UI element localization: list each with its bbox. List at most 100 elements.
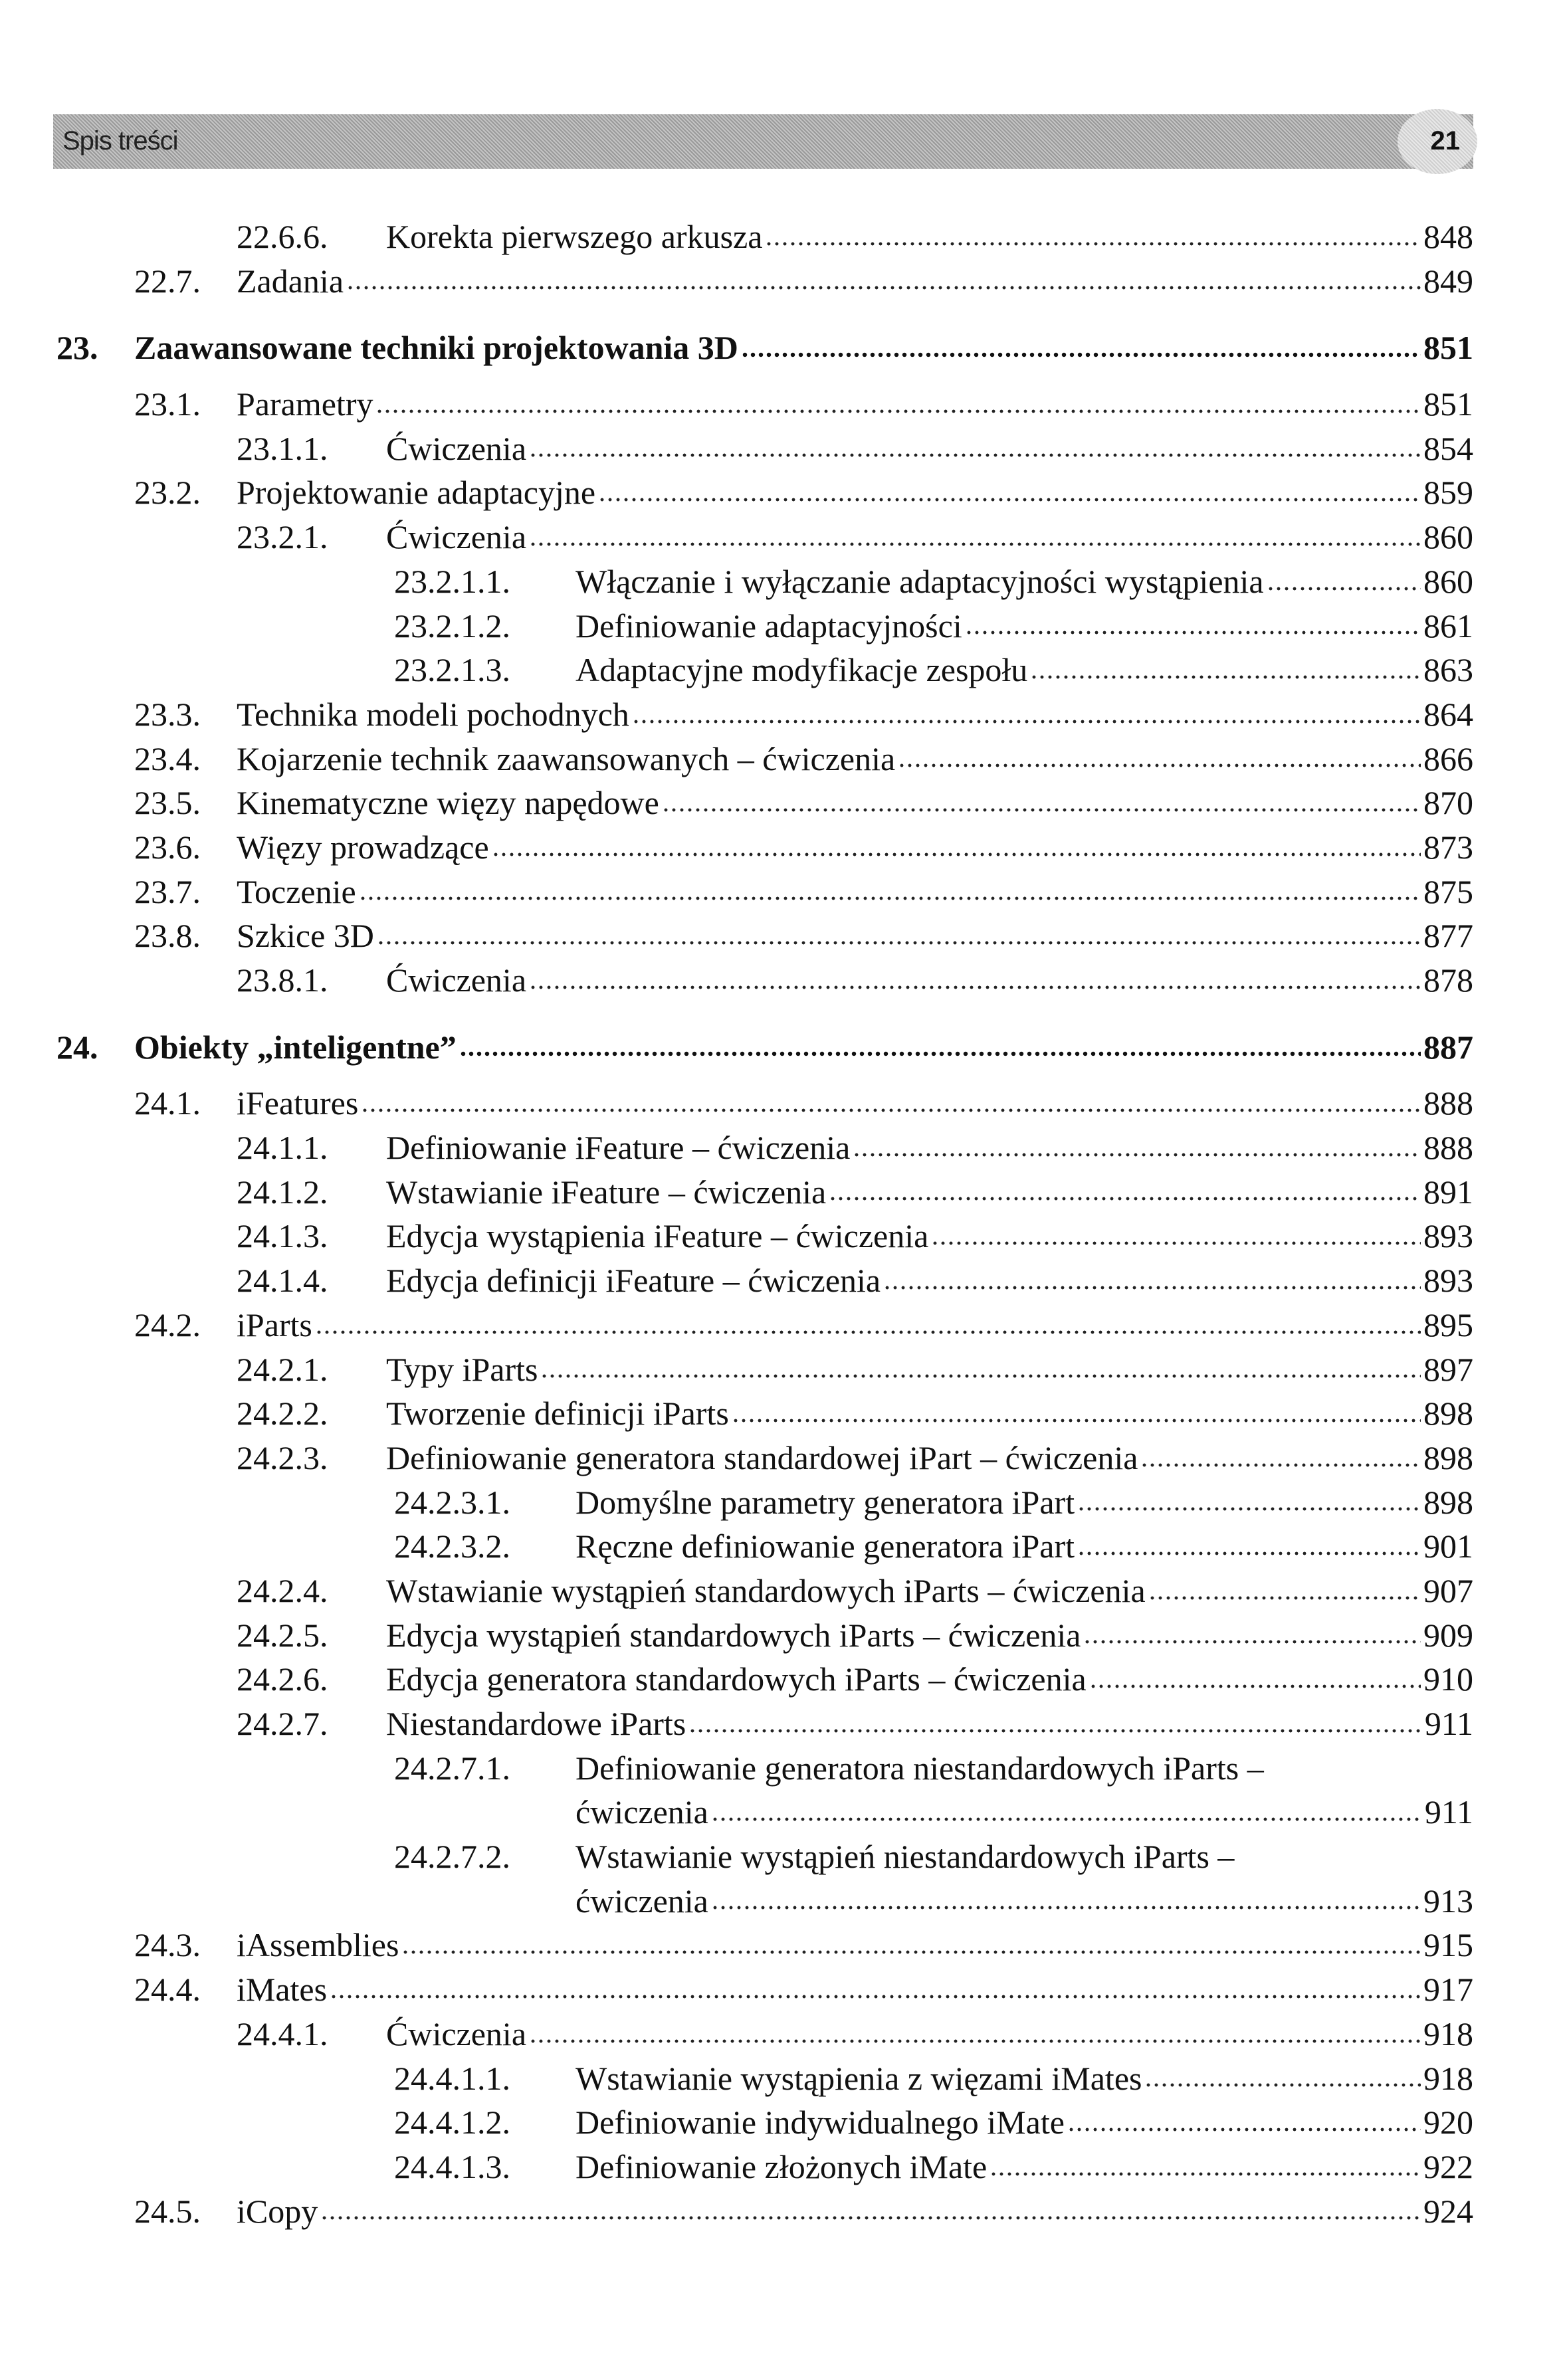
entry-title: Definiowanie iFeature – ćwiczenia <box>386 1129 851 1167</box>
entry-page: 907 <box>1423 1571 1473 1609</box>
entry-title: Wstawianie wystąpienia z więzami iMates <box>575 2059 1142 2097</box>
entry-number: 24.1.2. <box>237 1173 328 1211</box>
dot-leader <box>529 540 1421 547</box>
entry-title: iMates <box>237 1971 328 2009</box>
toc-entry: 23.8. Szkice 3D 877 <box>0 914 1563 958</box>
dot-leader <box>1077 1506 1421 1513</box>
entry-page: 917 <box>1423 1971 1473 2009</box>
entry-number: 23.2.1.1. <box>394 562 510 600</box>
entry-line: Edycja generatora standardowych iParts –… <box>386 1657 1473 1702</box>
entry-number: 24.2.3.2. <box>394 1528 510 1565</box>
entry-title: Edycja generatora standardowych iParts –… <box>386 1660 1087 1698</box>
entry-line: Szkice 3D 877 <box>237 914 1473 958</box>
entry-title: Definiowanie złożonych iMate <box>575 2147 988 2185</box>
entry-number: 24.4.1.1. <box>394 2059 510 2097</box>
entry-title: Ćwiczenia <box>386 2015 527 2052</box>
entry-page: 859 <box>1423 474 1473 512</box>
entry-number: 23.3. <box>134 695 201 733</box>
dot-leader <box>529 452 1421 459</box>
entry-title: iFeatures <box>237 1084 359 1122</box>
entry-number: 22.6.6. <box>237 218 328 255</box>
entry-line: Obiekty „inteligentne” 887 <box>134 1025 1473 1070</box>
toc-entry: 24.2.6. Edycja generatora standardowych i… <box>0 1657 1563 1702</box>
entry-title: Kinematyczne więzy napędowe <box>237 784 659 822</box>
entry-number: 24.2.7.2. <box>394 1838 510 1876</box>
dot-leader <box>540 1373 1421 1380</box>
entry-line: Definiowanie adaptacyjności 861 <box>575 604 1473 648</box>
dot-leader <box>765 240 1421 247</box>
dot-leader <box>346 284 1421 292</box>
entry-title: Zadania <box>237 262 344 300</box>
entry-page: 901 <box>1423 1528 1473 1565</box>
entry-page: 863 <box>1423 651 1473 689</box>
dot-leader <box>898 762 1421 769</box>
entry-title: Tworzenie definicji iParts <box>386 1395 729 1433</box>
entry-line: Wstawianie wystąpienia z więzami iMates 9… <box>575 2056 1473 2101</box>
entry-number: 24.1. <box>134 1084 201 1122</box>
entry-page: 875 <box>1423 872 1473 910</box>
entry-number: 23.1.1. <box>237 429 328 467</box>
entry-line: ćwiczenia 911 <box>575 1790 1473 1835</box>
entry-page: 873 <box>1423 828 1473 866</box>
entry-number: 24.2.4. <box>237 1571 328 1609</box>
dot-leader <box>361 1107 1421 1114</box>
entry-title-continuation: ćwiczenia <box>575 1793 708 1831</box>
entry-number: 24.2.7. <box>237 1705 328 1742</box>
entry-title: Wstawianie wystąpień standardowych iPart… <box>386 1571 1146 1609</box>
dot-leader <box>1266 585 1421 592</box>
entry-page: 915 <box>1423 1926 1473 1964</box>
toc-entry: 23.3. Technika modeli pochodnych 864 <box>0 692 1563 737</box>
entry-page: 913 <box>1423 1882 1473 1920</box>
entry-title: Ćwiczenia <box>386 429 527 467</box>
entry-number: 24.3. <box>134 1926 201 1964</box>
dot-leader <box>330 1993 1421 2000</box>
entry-number: 24.2.7.1. <box>394 1749 510 1787</box>
entry-number: 24.2.6. <box>237 1660 328 1698</box>
entry-line: Więzy prowadzące 873 <box>237 825 1473 870</box>
entry-page: 861 <box>1423 607 1473 645</box>
toc-entry: 23.2.1.3. Adaptacyjne modyfikacje zespołu… <box>0 648 1563 692</box>
entry-line: Ćwiczenia 854 <box>386 427 1473 471</box>
entry-line: Definiowanie indywidualnego iMate 920 <box>575 2100 1473 2145</box>
entry-line: iAssemblies 915 <box>237 1923 1473 1967</box>
entry-line: Włączanie i wyłączanie adaptacyjności wy… <box>575 559 1473 604</box>
entry-page: 864 <box>1423 695 1473 733</box>
entry-number: 23.4. <box>134 740 201 777</box>
toc-entry: 23.2.1.1. Włączanie i wyłączanie adaptacy… <box>0 559 1563 604</box>
entry-line: Definiowanie złożonych iMate 922 <box>575 2145 1473 2189</box>
toc-entry: 22.7. Zadania 849 <box>0 259 1563 304</box>
entry-title: Ćwiczenia <box>386 961 527 999</box>
page-number: 21 <box>1430 126 1461 155</box>
entry-number: 23.5. <box>134 784 201 822</box>
entry-title: Definiowanie indywidualnego iMate <box>575 2104 1065 2141</box>
entry-page: 854 <box>1423 429 1473 467</box>
entry-title: iAssemblies <box>237 1926 399 1964</box>
entry-number: 24.4.1.2. <box>394 2104 510 2141</box>
entry-line: Ćwiczenia 918 <box>386 2012 1473 2056</box>
entry-title: Kojarzenie technik zaawansowanych – ćwic… <box>237 740 896 777</box>
entry-number: 23.8. <box>134 917 201 955</box>
toc-chapter: 23. Zaawansowane techniki projektowania 3… <box>0 326 1563 370</box>
entry-title: Włączanie i wyłączanie adaptacyjności wy… <box>575 562 1264 600</box>
entry-page: 918 <box>1423 2059 1473 2097</box>
entry-line: Edycja definicji iFeature – ćwiczenia 893 <box>386 1258 1473 1303</box>
entry-title: Technika modeli pochodnych <box>237 695 629 733</box>
entry-page: 878 <box>1423 961 1473 999</box>
dot-leader <box>1067 2126 1421 2133</box>
entry-line: Technika modeli pochodnych 864 <box>237 692 1473 737</box>
entry-title: Domyślne parametry generatora iPart <box>575 1483 1075 1521</box>
section-title: Spis treści <box>62 126 178 155</box>
entry-title: Więzy prowadzące <box>237 828 489 866</box>
entry-page: 895 <box>1423 1306 1473 1343</box>
entry-line: ćwiczenia 913 <box>575 1879 1473 1924</box>
entry-title: Edycja wystąpień standardowych iParts – … <box>386 1616 1081 1654</box>
table-of-contents: 22.6.6. Korekta pierwszego arkusza 848 22.7… <box>0 215 1563 2233</box>
entry-number: 23.8.1. <box>237 961 328 999</box>
toc-entry: 24.2.7.2. Wstawianie wystąpień niestandar… <box>0 1835 1563 1879</box>
dot-leader <box>829 1195 1421 1203</box>
entry-number: 24.5. <box>134 2192 201 2230</box>
dot-leader <box>1030 673 1421 680</box>
entry-title: Definiowanie generatora niestandardowych… <box>575 1749 1264 1787</box>
entry-line: Definiowanie generatora standardowej iPa… <box>386 1436 1473 1480</box>
entry-page: 898 <box>1423 1483 1473 1521</box>
